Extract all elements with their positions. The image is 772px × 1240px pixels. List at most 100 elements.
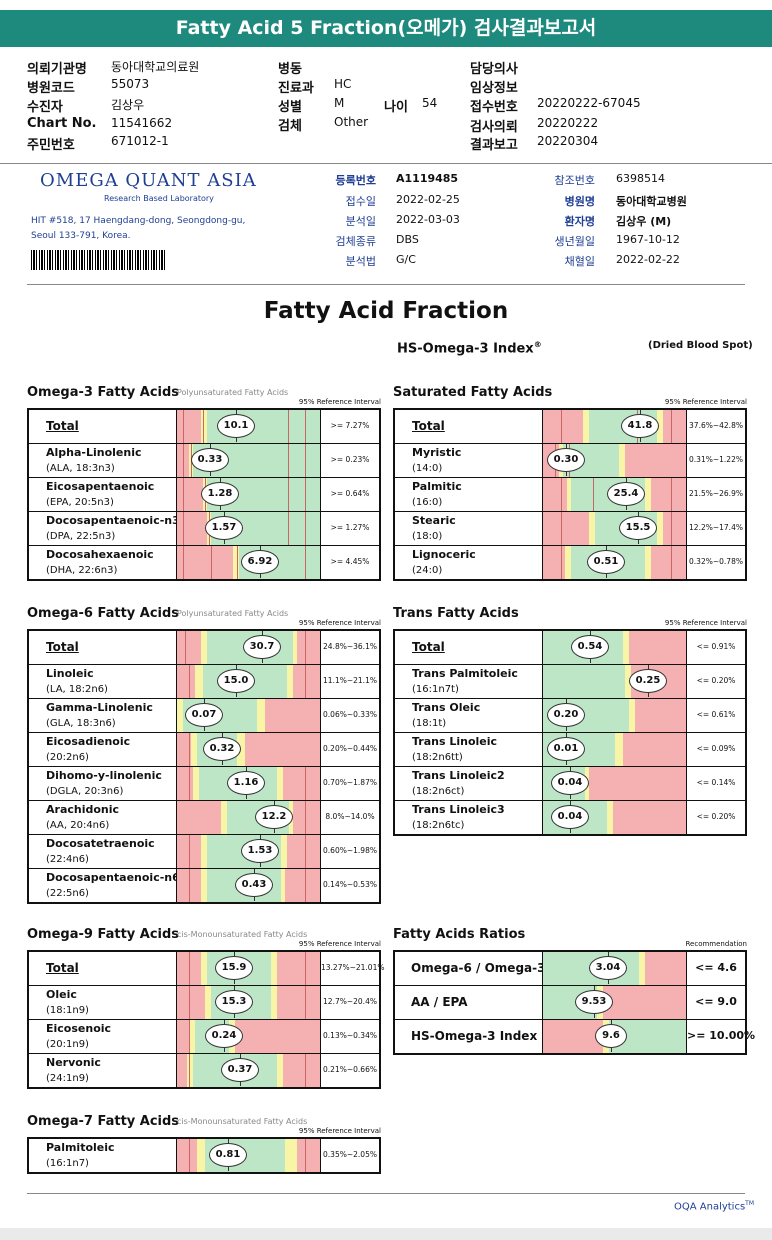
field-label-age: 나이	[384, 100, 408, 115]
reference-interval: 0.20%~0.44%	[323, 744, 377, 753]
section-subtitle: cis-Monounsaturated Fatty Acids	[177, 1117, 308, 1126]
analyte-abbreviation: (18:2n6ct)	[412, 786, 465, 797]
range-zone-abnormal	[543, 512, 589, 545]
analyte-name: HS-Omega-3 Index	[411, 1029, 538, 1043]
footer-divider	[27, 1193, 745, 1194]
reference-interval: 11.1%~21.1%	[323, 676, 377, 685]
analyte-cell: Palmitoleic (16:1n7)	[29, 1139, 177, 1172]
reference-interval: 0.32%~0.78%	[689, 557, 743, 566]
range-boundary-line	[183, 512, 184, 545]
field-label-sex: 성별	[278, 100, 302, 115]
analyte-name: AA / EPA	[411, 995, 468, 1009]
range-zone-abnormal	[603, 986, 686, 1019]
analyte-name: Lignoceric	[412, 548, 476, 561]
analyte-name: Arachidonic	[46, 803, 120, 816]
value-marker: 25.4	[607, 478, 645, 510]
result-row-trans-linoleic3: Trans Linoleic3 (18:2n6tc) 0.04 <= 0.20%	[395, 801, 745, 835]
field-label-resident-no: 주민번호	[27, 138, 75, 153]
range-zone-borderline	[201, 410, 207, 443]
value-marker: 0.81	[209, 1139, 247, 1171]
reference-interval: 0.13%~0.34%	[323, 1031, 377, 1040]
analyte-cell: Total	[29, 952, 177, 985]
range-zone-abnormal	[177, 631, 201, 664]
range-bar: 41.8	[543, 410, 687, 443]
range-bar: 0.37	[177, 1054, 321, 1087]
range-bar: 9.6	[543, 1020, 687, 1053]
field-value-resident-no: 671012-1	[111, 134, 169, 148]
result-row-omega-6-omega-3: Omega-6 / Omega-3 3.04 <= 4.6	[395, 952, 745, 986]
result-row-total: Total 15.9 13.27%~21.01%	[29, 952, 384, 986]
range-zone-borderline	[565, 546, 571, 579]
analyte-cell: HS-Omega-3 Index	[395, 1020, 543, 1053]
range-zone-borderline	[615, 733, 623, 766]
range-zone-abnormal	[589, 767, 686, 800]
range-boundary-line	[305, 410, 306, 443]
results-table: Total 30.7 24.8%~36.1% Linoleic (LA, 18:2n6)…	[27, 629, 381, 904]
results-table: Omega-6 / Omega-3 3.04 <= 4.6 AA / EPA 9.53 <…	[393, 950, 755, 1055]
range-bar: 25.4	[543, 478, 687, 511]
report-heading: Fatty Acid Fraction	[263, 298, 509, 324]
analyte-name: Eicosadienoic	[46, 735, 131, 748]
field-value-specimen: Other	[334, 115, 369, 129]
value-marker: 3.04	[589, 952, 627, 984]
field-label-report-date: 결과보고	[470, 138, 518, 153]
meta-label-specimen-type: 검체종류	[335, 235, 376, 248]
reference-interval: 37.6%~42.8%	[689, 421, 743, 430]
analyte-cell: Docosatetraenoic (22:4n6)	[29, 835, 177, 868]
reference-interval: <= 0.20%	[696, 812, 736, 821]
section-title: Saturated Fatty Acids	[393, 385, 553, 400]
reference-header: 95% Reference Interval	[298, 940, 381, 948]
range-bar: 6.92	[177, 546, 321, 579]
range-zone-borderline	[195, 665, 203, 698]
range-zone-abnormal	[663, 512, 686, 545]
meta-value-birthdate: 1967-10-12	[616, 233, 680, 246]
field-label-department: 진료과	[278, 81, 314, 96]
range-bar: 0.30	[543, 444, 687, 477]
range-zone-borderline	[589, 512, 595, 545]
field-label-hospital-code: 병원코드	[27, 81, 75, 96]
range-bar: 1.53	[177, 835, 321, 868]
range-bar: 0.81	[177, 1139, 321, 1172]
reference-interval: <= 0.20%	[696, 676, 736, 685]
analyte-name: Docosahexaenoic	[46, 548, 154, 561]
field-value-age: 54	[422, 96, 438, 110]
value-marker: 0.24	[205, 1020, 243, 1052]
field-label-doctor: 담당의사	[470, 62, 518, 77]
range-zone-abnormal	[177, 478, 203, 511]
range-bar: 1.57	[177, 512, 321, 545]
results-table: Total 10.1 >= 7.27% Alpha-Linolenic (ALA, 18…	[27, 408, 381, 581]
reference-interval: >= 0.64%	[330, 489, 370, 498]
range-zone-abnormal	[543, 1020, 603, 1053]
range-boundary-line	[189, 1139, 190, 1172]
reference-header: 95% Reference Interval	[298, 398, 381, 406]
range-boundary-line	[288, 512, 289, 545]
result-row-hs-omega-3-index: HS-Omega-3 Index 9.6 >= 10.00%	[395, 1020, 755, 1054]
result-row-trans-linoleic: Trans Linoleic (18:2n6tt) 0.01 <= 0.09%	[395, 733, 745, 767]
result-row-total: Total 30.7 24.8%~36.1%	[29, 631, 379, 665]
reference-interval: <= 0.91%	[696, 642, 736, 651]
analyte-cell: Gamma-Linolenic (GLA, 18:3n6)	[29, 699, 177, 732]
range-boundary-line	[189, 665, 190, 698]
reference-interval: <= 9.0	[695, 995, 737, 1008]
range-bar: 12.2	[177, 801, 321, 834]
value-marker: 15.3	[215, 986, 253, 1018]
range-zone-abnormal	[277, 986, 320, 1019]
analyte-name: Trans Linoleic	[412, 735, 498, 748]
range-boundary-line	[305, 869, 306, 902]
report-title-bar: Fatty Acid 5 Fraction(오메가) 검사결과보고서	[0, 10, 772, 47]
range-zone-borderline	[657, 512, 663, 545]
range-bar: 0.33	[177, 444, 321, 477]
barcode-image	[31, 250, 165, 270]
analyte-name: Nervonic	[46, 1056, 101, 1069]
analyte-cell: Total	[29, 410, 177, 443]
analyte-cell: Total	[395, 631, 543, 664]
range-bar: 15.5	[543, 512, 687, 545]
range-zone-borderline	[623, 631, 629, 664]
result-row-total: Total 0.54 <= 0.91%	[395, 631, 745, 665]
result-row-total: Total 41.8 37.6%~42.8%	[395, 410, 745, 444]
result-row-arachidonic: Arachidonic (AA, 20:4n6) 12.2 8.0%~14.0%	[29, 801, 379, 835]
range-boundary-line	[189, 733, 190, 766]
reference-interval: 0.31%~1.22%	[689, 455, 743, 464]
range-zone-abnormal	[177, 410, 201, 443]
reference-interval: 21.5%~26.9%	[689, 489, 743, 498]
